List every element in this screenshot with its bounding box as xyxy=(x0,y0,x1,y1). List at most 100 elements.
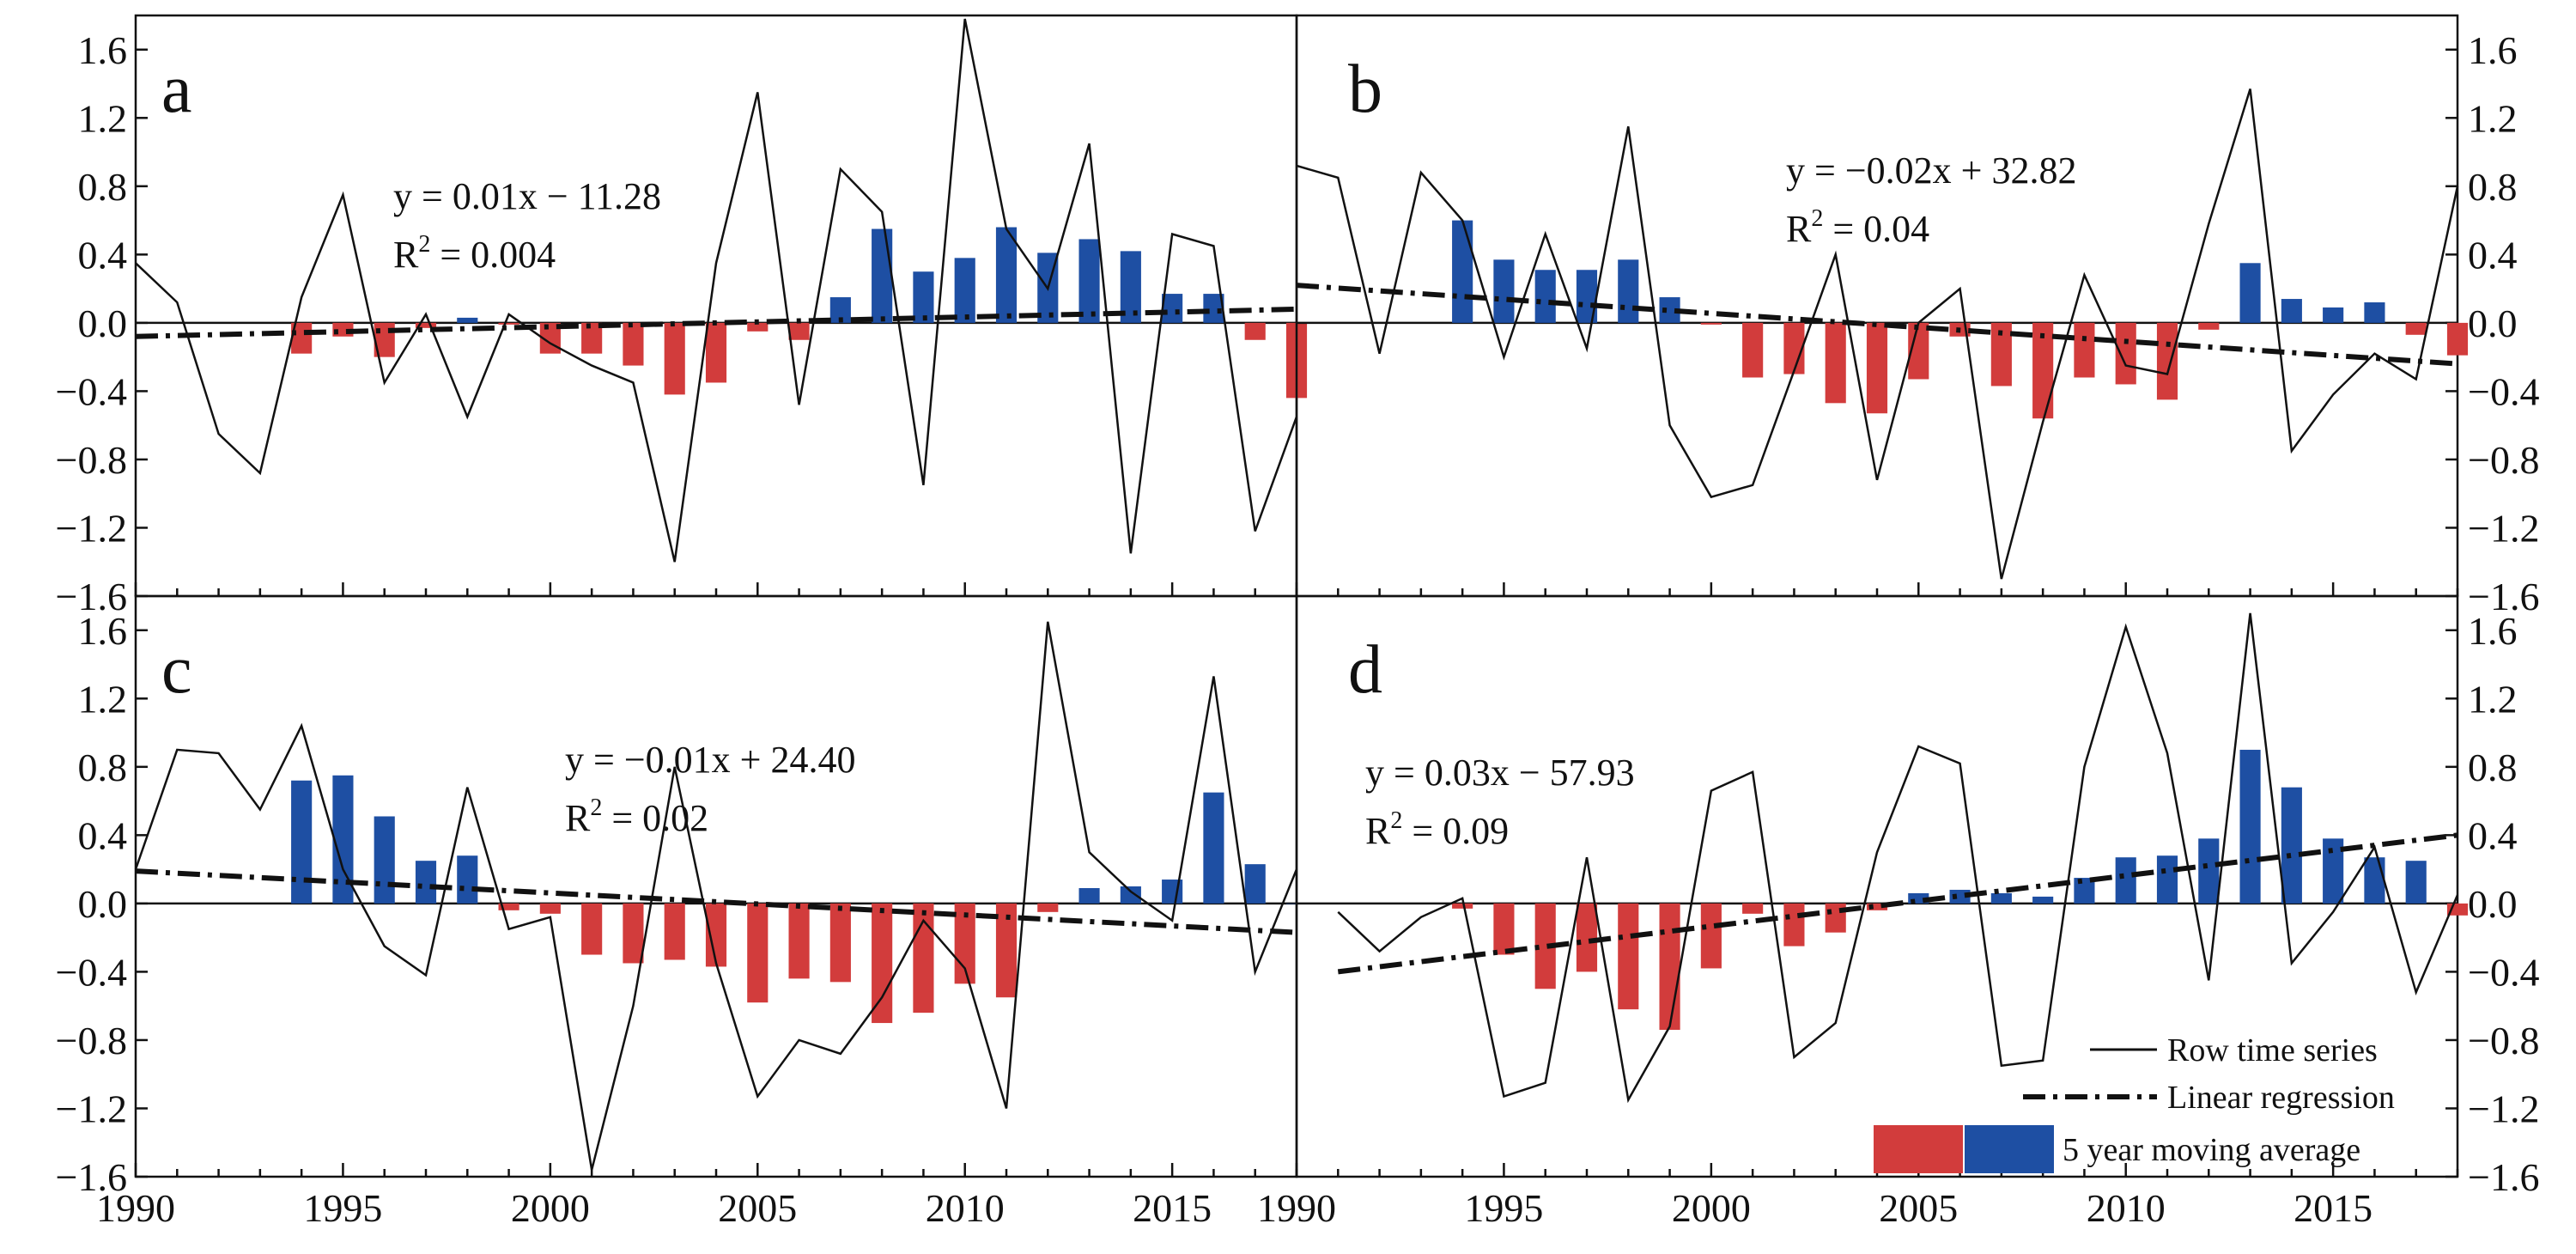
y-tick-label: 0.0 xyxy=(78,301,128,345)
moving-average-bar xyxy=(747,322,769,332)
panel-d: −1.6 −1.2 −0.8 −0.4 0.0 0.4 0.8 1.2 1.6 1990 1995 2… xyxy=(1257,594,2539,1230)
moving-average-bar xyxy=(1783,903,1805,947)
y-tick-label: 1.6 xyxy=(78,28,128,72)
moving-average-bar xyxy=(498,903,519,910)
moving-average-bar xyxy=(374,816,395,904)
legend: Row time series Linear regression 5 year… xyxy=(1874,1032,2395,1173)
moving-average-bar xyxy=(1037,903,1059,912)
moving-average-bar xyxy=(2281,299,2302,323)
moving-average-bar xyxy=(457,855,478,904)
y-tick-label: 0.8 xyxy=(78,746,128,789)
trend-line xyxy=(135,868,1297,935)
y-tick-label: 0.0 xyxy=(2468,882,2518,926)
moving-average-bar xyxy=(1618,259,1639,323)
r-squared: R2 = 0.004 xyxy=(393,231,556,276)
moving-average-bar xyxy=(1618,903,1639,1010)
y-tick-label: 1.2 xyxy=(78,677,128,721)
y-tick-label: −0.8 xyxy=(2468,438,2539,482)
moving-average-bar xyxy=(2405,861,2427,904)
moving-average-bar xyxy=(1866,903,1888,910)
y-tick-label: 0.4 xyxy=(2468,813,2518,857)
moving-average-bar xyxy=(1576,903,1598,972)
moving-average-bar xyxy=(539,903,561,914)
moving-average-bar xyxy=(1162,294,1183,323)
x-tick-label: 2000 xyxy=(511,1186,590,1230)
trend-line xyxy=(1337,832,2458,975)
y-tick-label: 0.4 xyxy=(78,233,128,277)
moving-average-bar xyxy=(623,322,644,366)
moving-average-bar xyxy=(1866,322,1888,414)
moving-average-bar xyxy=(1700,903,1722,969)
y-tick-label: −1.2 xyxy=(56,1087,127,1130)
moving-average-bar xyxy=(291,780,313,904)
moving-average-bar xyxy=(995,227,1018,323)
legend-raw-label: Row time series xyxy=(2167,1032,2378,1068)
regression-equation: y = 0.01x − 11.28 xyxy=(393,175,661,217)
moving-average-bar xyxy=(2074,322,2095,378)
moving-average-bar xyxy=(2239,263,2261,323)
y-tick-label: −1.2 xyxy=(2468,506,2539,550)
moving-average-bar xyxy=(747,903,769,1003)
trend-line xyxy=(1296,283,2458,367)
r-squared: R2 = 0.09 xyxy=(1365,807,1509,852)
moving-average-bar xyxy=(1742,903,1764,914)
moving-average-bar xyxy=(498,322,519,325)
moving-average-bar xyxy=(913,271,934,323)
y-tick-label: 1.6 xyxy=(78,609,128,653)
moving-average-bar xyxy=(1203,792,1224,904)
y-tick-label: −1.6 xyxy=(56,575,127,618)
raw-series-line xyxy=(1337,612,2459,1104)
x-tick-label: 2005 xyxy=(1879,1186,1958,1230)
legend-negative-swatch xyxy=(1874,1125,1963,1173)
y-tick-label: −0.8 xyxy=(56,438,127,482)
moving-average-bar xyxy=(1493,903,1515,955)
x-tick-label: 2010 xyxy=(926,1186,1005,1230)
moving-average-bar xyxy=(1990,892,2012,904)
legend-moving-average-label: 5 year moving average xyxy=(2063,1132,2360,1168)
moving-average-bar xyxy=(1078,239,1100,323)
moving-average-bar xyxy=(1825,322,1846,404)
moving-average-bar xyxy=(1244,322,1266,340)
moving-average-bar xyxy=(1700,322,1722,325)
y-tick-label: 1.6 xyxy=(2468,609,2518,653)
moving-average-bar xyxy=(1452,903,1473,909)
y-tick-label: 1.2 xyxy=(2468,96,2518,140)
y-tick-label: −1.6 xyxy=(2468,575,2539,618)
y-tick-label: 0.8 xyxy=(78,165,128,209)
regression-equation: y = −0.02x + 32.82 xyxy=(1786,149,2076,192)
moving-average-bar xyxy=(1452,220,1473,323)
moving-average-bar xyxy=(664,322,685,395)
trend-line xyxy=(135,306,1297,339)
panel-c: −1.6 −1.2 −0.8 −0.4 0.0 0.4 0.8 1.2 1.6 1990 1995 2… xyxy=(56,594,1308,1230)
moving-average-bar xyxy=(2364,302,2385,323)
moving-average-bar xyxy=(2032,896,2054,904)
moving-average-bar xyxy=(1078,887,1100,904)
moving-average-bar xyxy=(2198,322,2220,330)
y-tick-label: −0.8 xyxy=(56,1019,127,1062)
y-tick-label: 0.8 xyxy=(2468,746,2518,789)
moving-average-bar xyxy=(2032,322,2054,419)
x-tick-label: 2015 xyxy=(1133,1186,1212,1230)
regression-equation: y = 0.03x − 57.93 xyxy=(1365,752,1635,794)
y-tick-label: −1.2 xyxy=(2468,1087,2539,1130)
y-tick-label: −1.2 xyxy=(56,506,127,550)
moving-average-bar xyxy=(2446,322,2469,356)
moving-average-bar xyxy=(2115,322,2136,385)
x-tick-label: 2010 xyxy=(2087,1186,2166,1230)
moving-average-bar xyxy=(2405,322,2427,335)
panel-a: −1.6 −1.2 −0.8 −0.4 0.0 0.4 0.8 1.2 1.6 a y = 0.01… xyxy=(56,14,1308,618)
moving-average-bar xyxy=(2239,749,2261,904)
moving-average-bar xyxy=(954,258,975,323)
moving-average-bar xyxy=(788,903,810,979)
x-tick-label: 2015 xyxy=(2293,1186,2372,1230)
moving-average-bar xyxy=(1244,864,1266,904)
moving-average-bar xyxy=(1120,886,1141,904)
y-tick-label: 0.8 xyxy=(2468,165,2518,209)
moving-average-bar xyxy=(1493,259,1515,323)
x-tick-label: 1990 xyxy=(96,1186,175,1230)
moving-average-bar xyxy=(581,903,603,955)
raw-series-line xyxy=(1296,88,2459,580)
x-tick-label: 1995 xyxy=(1464,1186,1543,1230)
moving-average-bar xyxy=(2323,307,2344,323)
